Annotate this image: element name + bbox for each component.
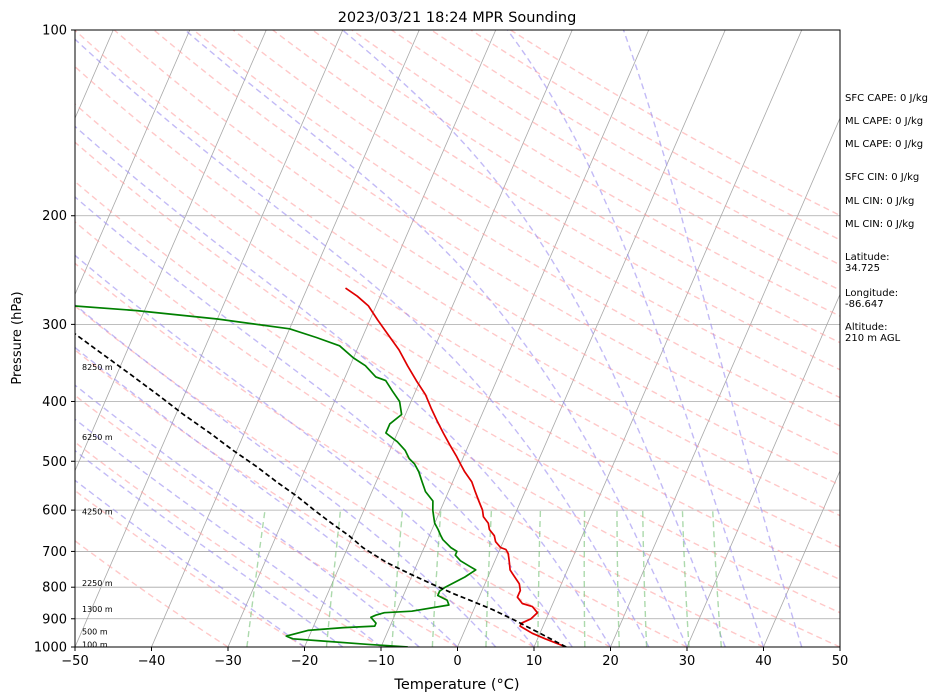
moist-adiabat xyxy=(342,30,726,647)
height-label: 6250 m xyxy=(82,433,113,442)
x-tick-label: −20 xyxy=(291,654,318,669)
height-label: 4250 m xyxy=(82,507,113,516)
moist-adiabat xyxy=(75,38,650,647)
ml-cin-annotation-1: ML CIN: 0 J/kg xyxy=(845,196,915,207)
background-lines xyxy=(75,30,840,647)
isotherm-line xyxy=(533,30,803,647)
chart-title: 2023/03/21 18:24 MPR Sounding xyxy=(338,10,577,26)
moist-adiabat xyxy=(75,418,382,647)
x-tick-label: 10 xyxy=(526,654,543,669)
ml-cin-annotation-2: ML CIN: 0 J/kg xyxy=(845,219,915,230)
dry-adiabat xyxy=(311,30,840,344)
dry-adiabat xyxy=(75,103,840,581)
dry-adiabat xyxy=(75,394,458,647)
dry-adiabat xyxy=(75,30,840,517)
x-axis-ticks: −50 −40 −30 −20 −10 0 10 20 30 40 50 xyxy=(61,647,848,669)
isotherm-line xyxy=(763,469,840,647)
isotherm-line xyxy=(75,30,191,296)
sfc-cin-annotation: SFC CIN: 0 J/kg xyxy=(845,172,920,183)
height-label: 100 m xyxy=(82,640,108,649)
y-tick-label: 100 xyxy=(42,24,67,39)
latitude-annotation: Latitude: 34.725 xyxy=(845,252,890,274)
y-tick-label: 1000 xyxy=(34,641,67,656)
isotherm-line xyxy=(457,30,726,647)
dry-adiabat xyxy=(75,441,382,647)
y-tick-label: 200 xyxy=(42,209,67,224)
isotherm-line xyxy=(380,30,650,647)
x-tick-label: 0 xyxy=(453,654,461,669)
isotherm-line xyxy=(75,30,344,647)
moist-adiabat xyxy=(75,196,573,647)
height-labels: 8250 m 6250 m 4250 m 2250 m 1300 m 500 m 100 m xyxy=(82,363,113,649)
mixing-ratio-line xyxy=(325,510,342,647)
dry-adiabat xyxy=(153,30,840,456)
ml-cape-annotation-2: ML CAPE: 0 J/kg xyxy=(845,139,924,150)
y-tick-label: 700 xyxy=(42,545,67,560)
x-tick-label: 40 xyxy=(755,654,772,669)
dry-adiabat xyxy=(75,349,535,647)
height-label: 8250 m xyxy=(82,363,113,372)
moist-adiabat xyxy=(75,449,344,647)
y-tick-label: 600 xyxy=(42,504,67,519)
isotherm-line xyxy=(227,30,497,647)
moist-adiabat xyxy=(75,479,305,647)
x-tick-label: −40 xyxy=(138,654,165,669)
x-axis-label: Temperature (°C) xyxy=(393,677,519,693)
x-tick-label: −50 xyxy=(61,654,88,669)
temperature-profile-line xyxy=(345,287,567,647)
x-tick-label: 30 xyxy=(679,654,696,669)
profile-lines xyxy=(75,287,567,647)
y-tick-label: 400 xyxy=(42,395,67,410)
sfc-cape-annotation: SFC CAPE: 0 J/kg xyxy=(845,93,928,104)
height-label: 2250 m xyxy=(82,579,113,588)
x-tick-label: 50 xyxy=(832,654,849,669)
moist-adiabat xyxy=(622,30,803,647)
altitude-annotation: Altitude: 210 m AGL xyxy=(845,322,901,344)
parcel-profile-line xyxy=(75,332,567,647)
dry-adiabat xyxy=(75,262,688,647)
y-tick-label: 500 xyxy=(42,455,67,470)
moist-adiabat xyxy=(506,30,765,647)
moist-adiabat xyxy=(75,346,458,647)
y-tick-label: 900 xyxy=(42,612,67,627)
isotherm-line xyxy=(610,117,840,647)
isotherm-line xyxy=(151,30,420,647)
y-axis-ticks: 100 200 300 400 500 600 700 800 900 1000 xyxy=(34,24,75,656)
moist-adiabat xyxy=(184,30,688,647)
mixing-ratio-line xyxy=(246,510,266,647)
dry-adiabat xyxy=(75,489,305,647)
dry-adiabat xyxy=(75,305,611,647)
x-tick-label: 20 xyxy=(602,654,619,669)
isotherm-line xyxy=(75,30,267,472)
moist-adiabat xyxy=(75,303,497,647)
x-tick-label: −30 xyxy=(214,654,241,669)
y-axis-label: Pressure (hPa) xyxy=(10,291,25,384)
longitude-annotation: Longitude: -86.647 xyxy=(845,288,899,310)
x-tick-label: −10 xyxy=(367,654,394,669)
isotherm-line xyxy=(304,30,573,647)
dry-adiabat xyxy=(75,180,840,647)
dry-adiabat xyxy=(351,30,840,317)
moist-adiabat xyxy=(75,254,535,647)
y-tick-label: 300 xyxy=(42,318,67,333)
isotherm-line xyxy=(686,293,840,647)
height-label: 1300 m xyxy=(82,605,113,614)
dry-adiabat xyxy=(75,65,840,548)
dewpoint-profile-line xyxy=(75,305,477,647)
y-tick-label: 800 xyxy=(42,581,67,596)
height-label: 500 m xyxy=(82,627,108,636)
moist-adiabat xyxy=(75,384,420,647)
dry-adiabat xyxy=(193,30,840,427)
ml-cape-annotation-1: ML CAPE: 0 J/kg xyxy=(845,116,924,127)
